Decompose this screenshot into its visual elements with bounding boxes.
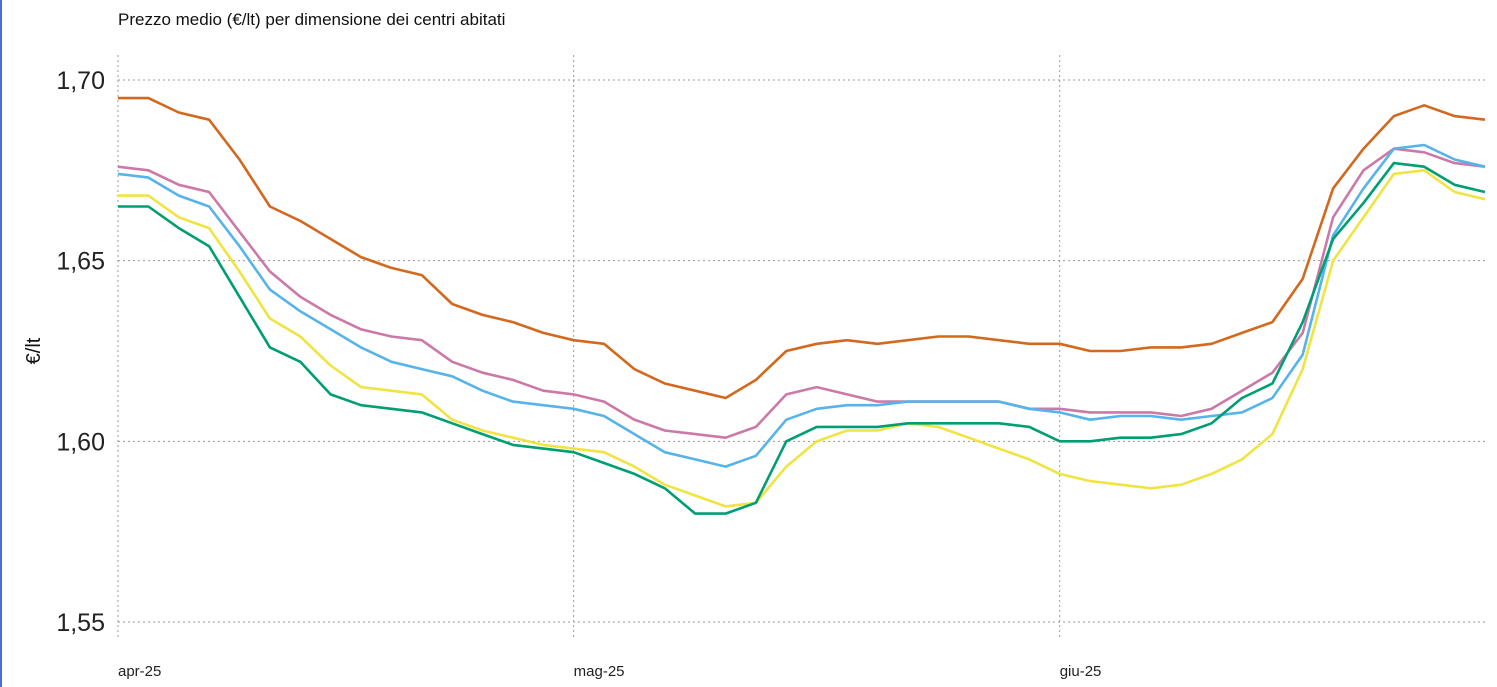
- y-tick-label: 1,65: [56, 248, 105, 276]
- x-tick-label: apr-25: [118, 663, 161, 680]
- series-line-3: [117, 143, 1486, 468]
- chart-title: Prezzo medio (€/lt) per dimensione dei c…: [118, 10, 506, 29]
- x-tick-label: mag-25: [574, 663, 625, 680]
- x-tick-labels: apr-25 mag-25 giu-25: [118, 663, 1101, 680]
- y-axis-label: €/lt: [23, 337, 45, 364]
- y-tick-label: 1,70: [56, 67, 105, 95]
- series-line-1: [118, 96, 1486, 400]
- series-line-4: [118, 169, 1486, 508]
- series-lines: [117, 96, 1486, 515]
- grid-lines: [117, 55, 1485, 638]
- y-tick-label: 1,55: [56, 609, 105, 637]
- series-line-2: [117, 147, 1486, 440]
- series-line-5: [118, 161, 1486, 515]
- y-tick-label: 1,60: [56, 428, 105, 456]
- y-tick-labels: 1,55 1,60 1,65 1,70: [56, 67, 105, 637]
- x-tick-label: giu-25: [1060, 663, 1102, 680]
- window-left-border: [0, 0, 2, 687]
